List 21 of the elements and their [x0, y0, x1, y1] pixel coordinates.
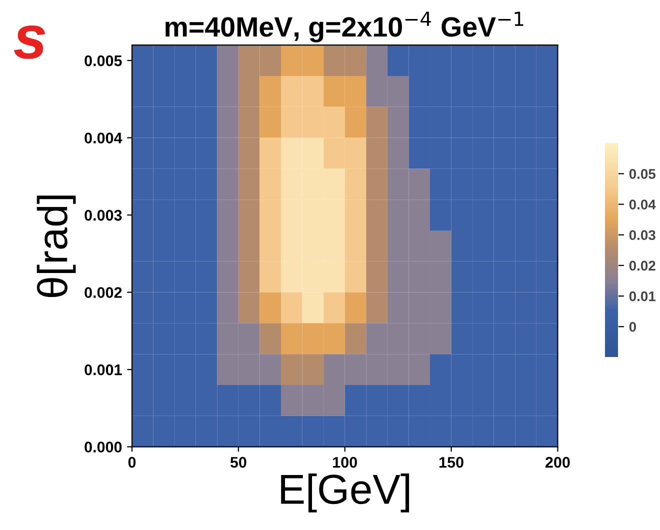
y-tick-label: 0.000 [84, 442, 122, 452]
color-bar-label: 0.01 [629, 291, 656, 302]
color-bar-label: 0.02 [629, 260, 656, 271]
y-tick-label: 0.005 [84, 55, 122, 66]
x-tick-label: 50 [230, 456, 246, 468]
color-bar-label: 0.05 [629, 169, 656, 179]
y-tick-label: 0.002 [84, 287, 122, 298]
x-tick-label: 0 [128, 456, 136, 468]
color-bar-label: 0 [629, 322, 636, 332]
x-tick-label: 150 [439, 456, 464, 468]
y-axis-title: θ[rad] [36, 196, 76, 298]
text: s [14, 26, 46, 59]
x-axis-title: E[GeV] [281, 474, 410, 512]
chart-title: m=40MeV, g=2x10$^{−4}$ GeV$^{−1}$ [166, 12, 524, 42]
color-bar-label: 0.03 [629, 230, 656, 240]
y-tick-label: 0.004 [84, 132, 122, 144]
y-tick-label: 0.003 [84, 210, 122, 221]
color-bar-label: 0.04 [629, 200, 656, 210]
y-tick-label: 0.001 [84, 364, 122, 376]
x-tick-label: 200 [545, 456, 570, 468]
x-tick-label: 100 [333, 456, 357, 468]
